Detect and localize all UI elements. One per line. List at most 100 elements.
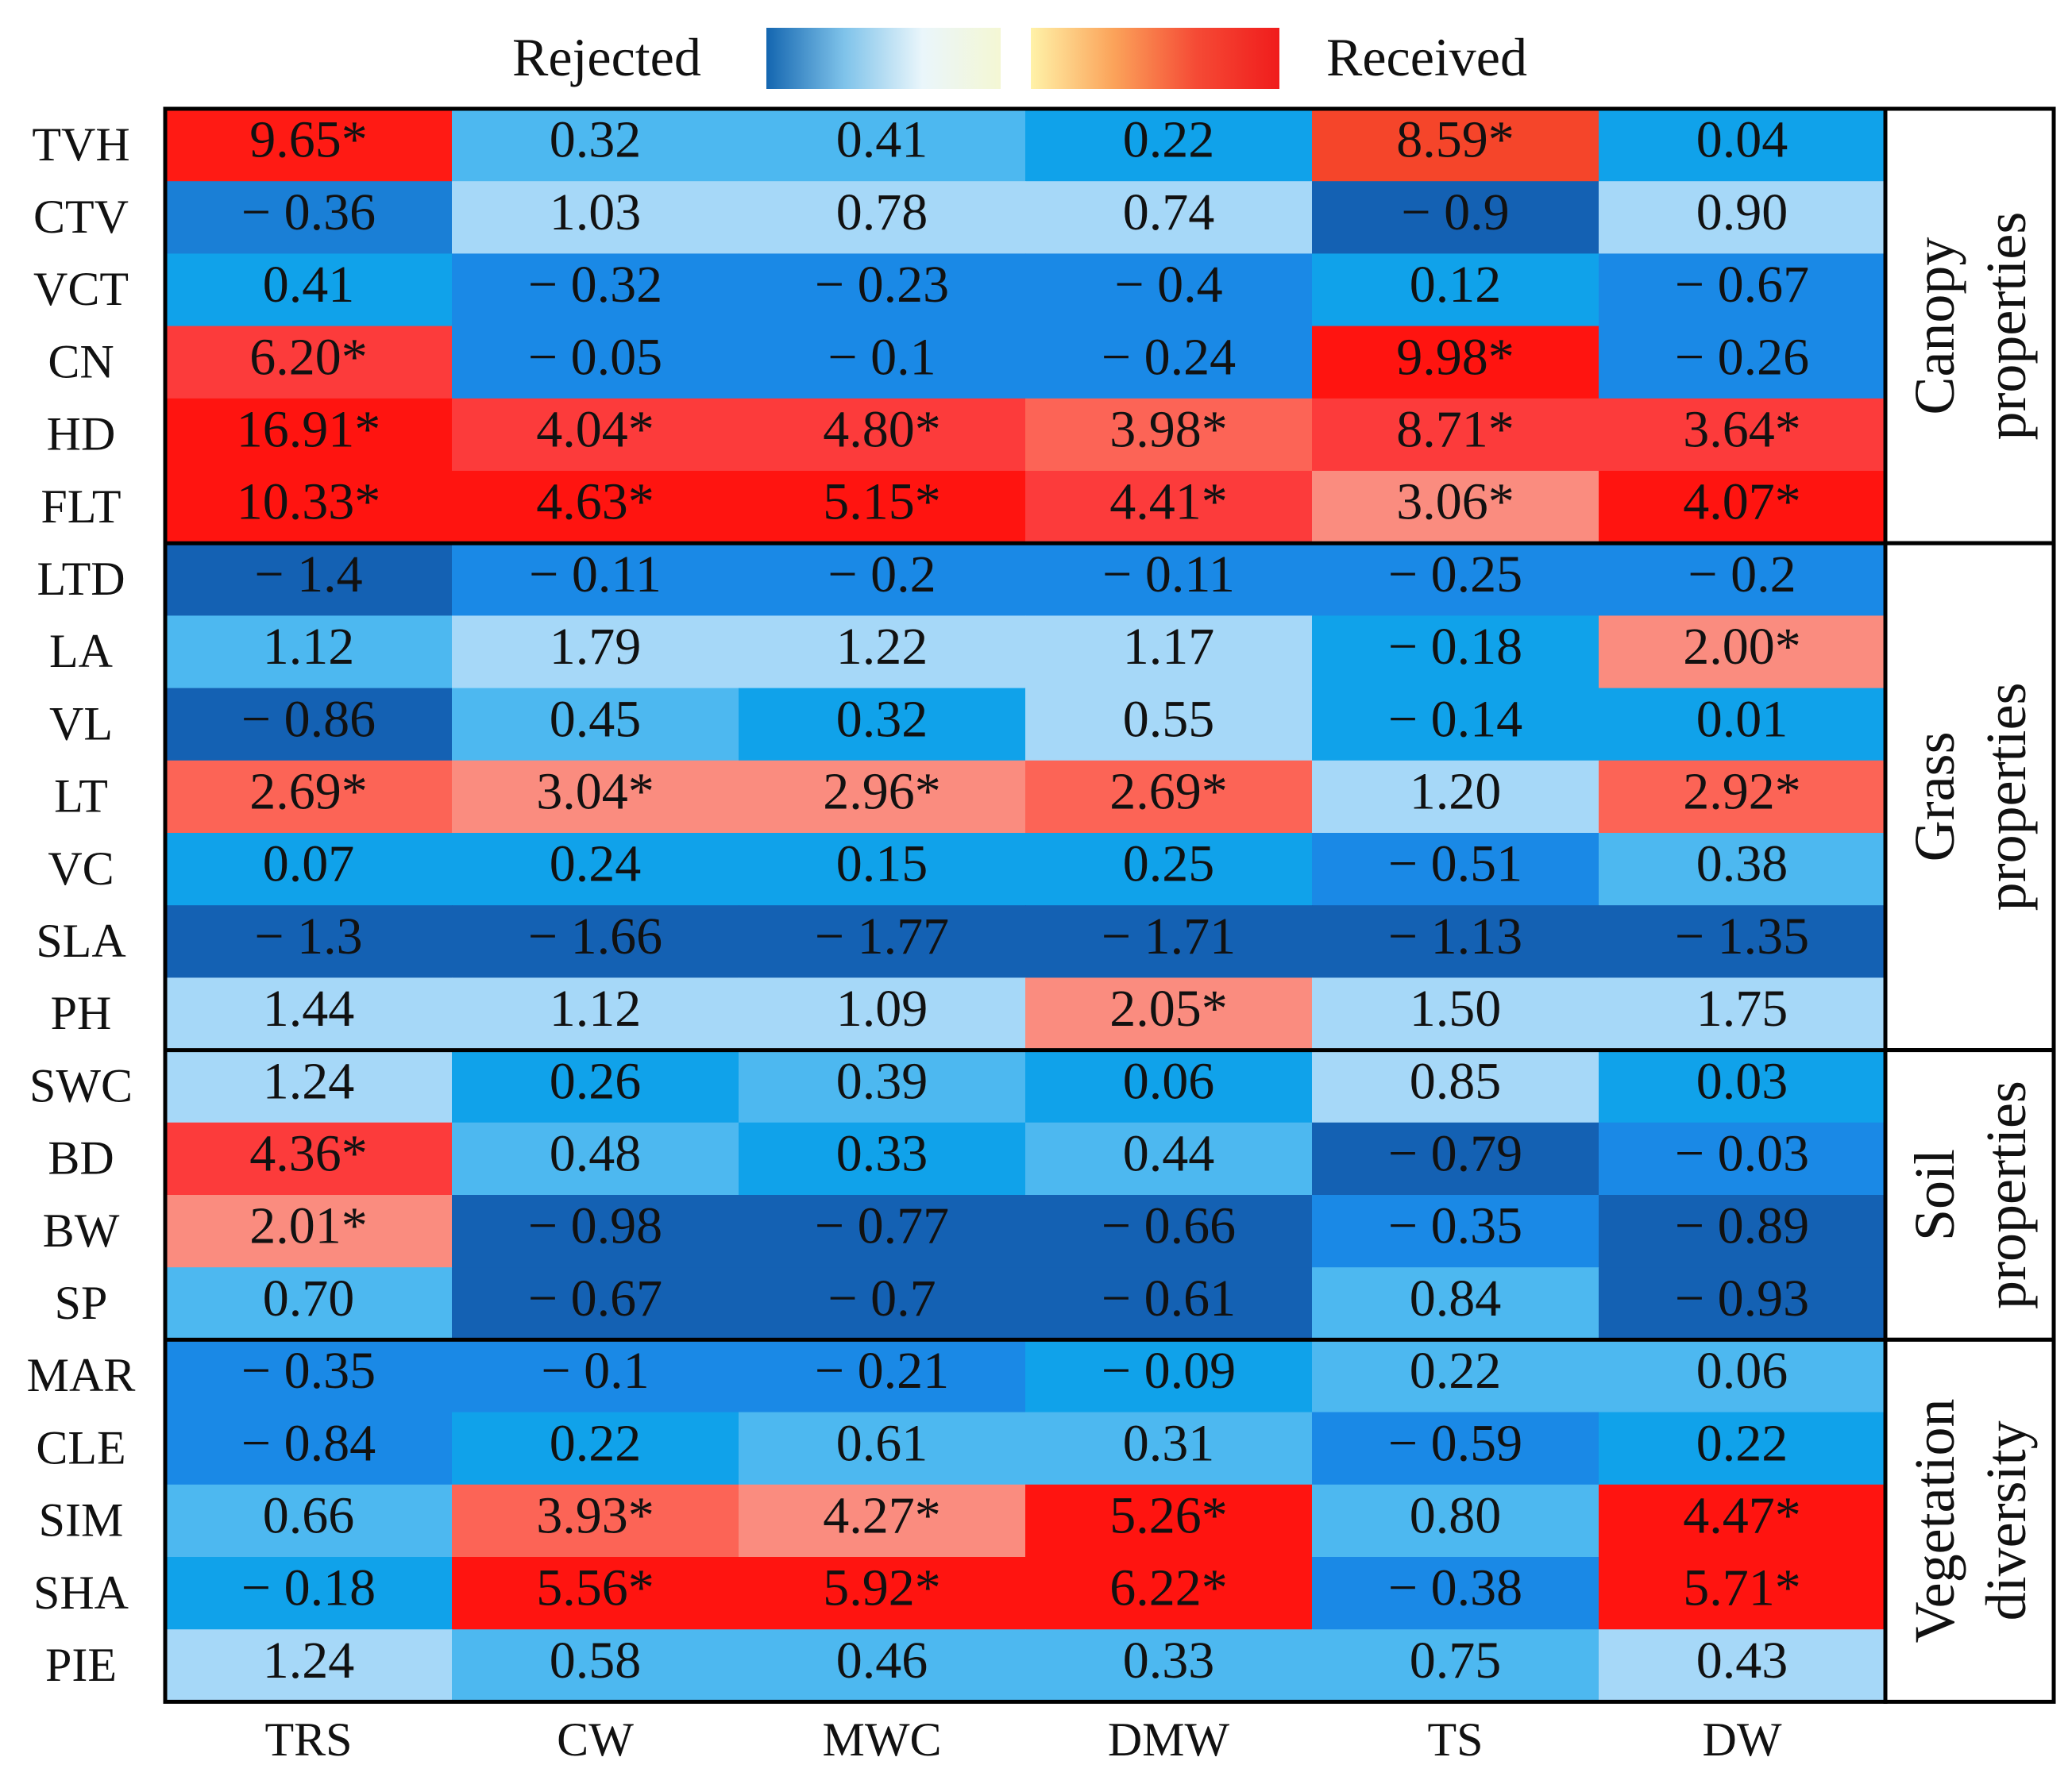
cell-value-label: 1.24 [263, 1632, 355, 1690]
heatmap-cell [452, 977, 739, 1051]
heatmap-cell [1025, 1339, 1313, 1413]
cell-value-label: − 0.86 [241, 690, 376, 748]
row-label: FLT [41, 480, 121, 533]
heatmap-cell [1025, 253, 1313, 327]
cell-value-label: − 0.1 [541, 1342, 649, 1400]
cell-value-label: − 1.66 [528, 907, 662, 965]
column-label: TRS [264, 1713, 352, 1766]
heatmap-cell [739, 1629, 1026, 1702]
cell-value-label: 0.26 [550, 1052, 642, 1110]
cell-value-label: 0.32 [836, 690, 928, 748]
heatmap-cell [1312, 543, 1599, 616]
heatmap-cell [1599, 1629, 1886, 1702]
cell-value-label: 1.12 [263, 618, 355, 676]
heatmap-cell [1312, 760, 1599, 834]
cell-value-label: 0.80 [1410, 1487, 1502, 1545]
cell-value-label: − 0.4 [1114, 256, 1222, 314]
cell-value-label: 3.04* [536, 763, 654, 821]
cell-value-label: − 0.1 [828, 328, 936, 386]
cell-value-label: 0.61 [836, 1414, 928, 1472]
column-label: CW [557, 1713, 634, 1766]
cell-value-label: 2.92* [1683, 763, 1801, 821]
group-label-line2: properties [1974, 682, 2038, 911]
cell-value-label: − 0.11 [1102, 545, 1235, 603]
row-label: SP [55, 1277, 108, 1329]
cell-value-label: 0.33 [1123, 1632, 1215, 1690]
cell-value-label: − 1.71 [1102, 907, 1236, 965]
cell-value-label: 1.03 [550, 183, 642, 241]
heatmap-cell [165, 1412, 453, 1486]
row-label: BW [43, 1204, 120, 1257]
heatmap-cell [1599, 253, 1886, 327]
cell-value-label: 4.47* [1683, 1487, 1801, 1545]
heatmap-cell [1312, 1484, 1599, 1558]
heatmap-cell [1312, 1557, 1599, 1630]
heatmap-cell [739, 1484, 1026, 1558]
group-label: Canopy properties [1903, 212, 2038, 441]
heatmap-cell [739, 1412, 1026, 1486]
row-label: SIM [39, 1494, 124, 1547]
heatmap-cell [739, 398, 1026, 472]
heatmap-cell [739, 1339, 1026, 1413]
cell-value-label: − 0.61 [1102, 1270, 1236, 1328]
row-label: PIE [45, 1639, 117, 1691]
row-label: LA [49, 625, 113, 677]
cell-value-label: 0.25 [1123, 835, 1215, 893]
heatmap-cell [739, 615, 1026, 689]
heatmap-cell [452, 1412, 739, 1486]
cell-value-label: − 0.89 [1675, 1197, 1809, 1255]
heatmap-cell [1025, 1484, 1313, 1558]
cell-value-label: − 0.77 [815, 1197, 949, 1255]
heatmap-cell [452, 615, 739, 689]
heatmap-cell [1312, 1629, 1599, 1702]
cell-value-label: − 0.32 [528, 256, 662, 314]
heatmap-cell [739, 1557, 1026, 1630]
cell-value-label: 5.15* [823, 473, 941, 531]
row-label: SWC [29, 1059, 133, 1112]
row-label: SLA [36, 915, 125, 967]
cell-value-label: − 0.93 [1675, 1270, 1809, 1328]
heatmap-cell [1025, 1195, 1313, 1268]
heatmap-cell [165, 181, 453, 254]
heatmap-cell [165, 109, 453, 182]
heatmap-cell [165, 253, 453, 327]
cell-value-label: 9.98* [1396, 328, 1514, 386]
cell-value-label: 0.38 [1696, 835, 1788, 893]
row-label: BD [48, 1132, 114, 1185]
group-label: Grass properties [1903, 682, 2038, 911]
heatmap-cell [739, 1050, 1026, 1123]
heatmap-cell [165, 326, 453, 399]
cell-value-label: 0.75 [1410, 1632, 1502, 1690]
cell-value-label: 0.66 [263, 1487, 355, 1545]
heatmap-cell [1025, 109, 1313, 182]
heatmap-cell [452, 1195, 739, 1268]
heatmap-cell [1312, 1122, 1599, 1196]
cell-value-label: 4.63* [536, 473, 654, 531]
heatmap-cell [1599, 398, 1886, 472]
row-label: LTD [37, 553, 125, 605]
row-label: PH [51, 987, 112, 1039]
cell-value-label: 0.74 [1123, 183, 1215, 241]
cell-value-label: 1.44 [263, 980, 355, 1038]
heatmap-cell [1599, 471, 1886, 544]
column-label: TS [1427, 1713, 1483, 1766]
cell-value-label: 0.90 [1696, 183, 1788, 241]
cell-value-label: − 0.67 [528, 1270, 662, 1328]
group-label-line1: Vegetation [1903, 1398, 1966, 1643]
group-label-box [1883, 541, 2056, 1053]
cell-value-label: − 0.18 [1388, 618, 1522, 676]
cell-value-label: 4.04* [536, 401, 654, 459]
heatmap-cell [1599, 688, 1886, 761]
heatmap-cell [452, 1484, 739, 1558]
cell-value-label: 1.50 [1410, 980, 1502, 1038]
cell-value-label: 2.69* [1109, 763, 1228, 821]
cell-value-label: 5.71* [1683, 1559, 1801, 1617]
cell-value-label: − 0.38 [1388, 1559, 1522, 1617]
cell-value-label: 4.07* [1683, 473, 1801, 531]
heatmap-cell [165, 398, 453, 472]
row-label: MAR [27, 1349, 136, 1401]
cell-value-label: 3.93* [536, 1487, 654, 1545]
heatmap-cell [165, 833, 453, 906]
row-label: VCT [33, 263, 129, 315]
legend-rejected-label: Rejected [512, 27, 701, 87]
